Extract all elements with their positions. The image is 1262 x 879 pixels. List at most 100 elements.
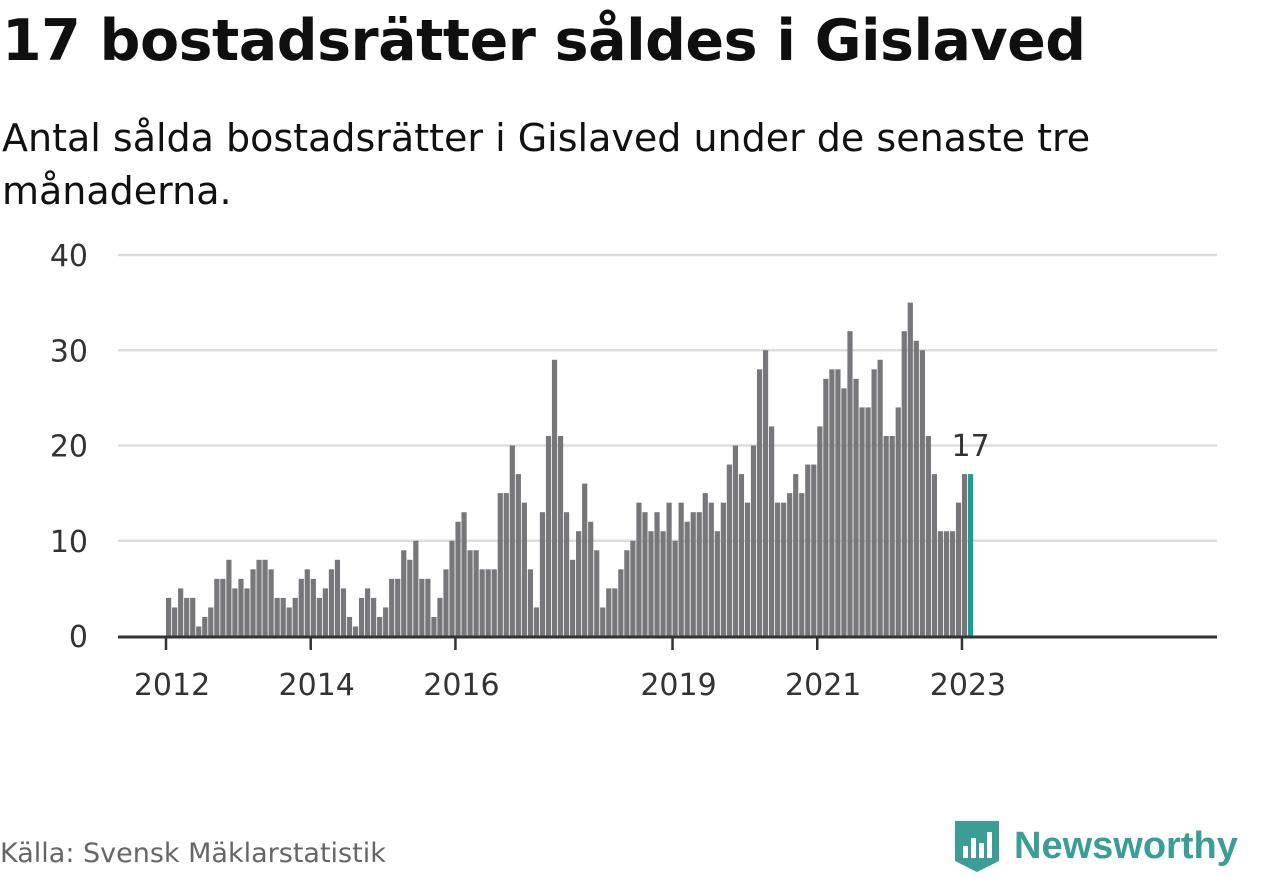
bar <box>220 578 226 636</box>
bar <box>817 426 823 636</box>
bar <box>467 550 473 636</box>
bar <box>654 512 660 636</box>
bar <box>793 474 799 636</box>
y-tick-label: 30 <box>50 334 88 369</box>
bar <box>539 512 546 636</box>
bar <box>853 378 859 636</box>
bar <box>594 550 600 636</box>
bar <box>358 597 365 636</box>
bar <box>823 378 829 636</box>
bar <box>901 331 907 636</box>
bar <box>250 569 256 636</box>
chart-subtitle: Antal sålda bostadsrätter i Gislaved und… <box>2 116 1091 213</box>
bar <box>461 512 467 636</box>
bar <box>455 521 461 636</box>
bar <box>781 502 787 636</box>
bar <box>184 597 190 636</box>
bar <box>431 616 437 636</box>
bar <box>762 350 769 636</box>
bar <box>346 616 353 636</box>
x-tick-label: 2021 <box>785 668 861 703</box>
bar <box>280 597 286 636</box>
bar <box>600 607 606 636</box>
bar <box>799 493 805 637</box>
bar <box>708 502 714 636</box>
bar <box>202 616 208 636</box>
bar <box>371 597 377 636</box>
bar <box>787 493 793 637</box>
bar <box>473 550 479 636</box>
bar <box>672 540 678 636</box>
x-tick-label: 2014 <box>279 668 355 703</box>
bar <box>214 578 220 636</box>
bar <box>322 588 328 637</box>
bar <box>877 359 883 636</box>
bar <box>292 597 298 636</box>
bar <box>811 464 817 636</box>
bar <box>491 569 497 636</box>
bar <box>238 578 244 636</box>
bar <box>612 588 618 637</box>
bar <box>274 597 280 636</box>
bar <box>232 588 238 637</box>
bar <box>756 369 763 636</box>
bar <box>726 464 732 636</box>
bar <box>955 502 962 636</box>
bar <box>268 569 274 636</box>
bar <box>750 445 757 636</box>
bar <box>395 578 401 636</box>
x-tick-label: 2023 <box>930 668 1006 703</box>
bar <box>642 512 648 636</box>
x-tick-label: 2016 <box>423 668 499 703</box>
bar <box>847 331 853 636</box>
bar <box>883 435 889 636</box>
bar <box>696 512 702 636</box>
bar <box>961 474 968 636</box>
source-text: Källa: Svensk Mäklarstatistik <box>0 838 386 869</box>
bar <box>533 607 540 636</box>
bar <box>630 540 636 636</box>
bar <box>702 493 708 637</box>
bar <box>588 521 594 636</box>
bar <box>937 531 944 636</box>
bar <box>310 578 316 636</box>
bar <box>316 597 322 636</box>
bar <box>907 302 913 637</box>
bar <box>684 521 690 636</box>
bar <box>769 426 775 636</box>
bar <box>563 512 570 636</box>
bar <box>340 588 347 637</box>
bar <box>226 559 232 636</box>
bar <box>624 550 630 636</box>
bar <box>334 559 341 636</box>
bar <box>606 588 612 637</box>
highlight-bar <box>967 474 974 636</box>
bar <box>636 502 642 636</box>
bar <box>515 474 521 636</box>
brand-logo: Newsworthy <box>952 818 1238 874</box>
bar <box>178 588 184 637</box>
bar <box>443 569 449 636</box>
bar <box>449 540 455 636</box>
bar <box>262 559 268 636</box>
y-tick-label: 0 <box>69 620 88 655</box>
bar <box>377 616 383 636</box>
chart-title: 17 bostadsrätter såldes i Gislaved <box>2 8 1086 74</box>
bar <box>545 435 552 636</box>
bar <box>419 578 425 636</box>
bar <box>364 588 371 637</box>
bar <box>383 607 389 636</box>
bar <box>949 531 956 636</box>
bar <box>256 559 262 636</box>
bar <box>714 531 720 636</box>
bar <box>172 607 178 636</box>
y-tick-label: 10 <box>50 525 88 560</box>
bar <box>425 578 431 636</box>
bar <box>660 531 666 636</box>
bar <box>521 502 527 636</box>
bar <box>775 502 781 636</box>
bar <box>835 369 841 636</box>
bar <box>166 597 172 636</box>
bar <box>841 388 847 636</box>
bar <box>497 493 503 637</box>
